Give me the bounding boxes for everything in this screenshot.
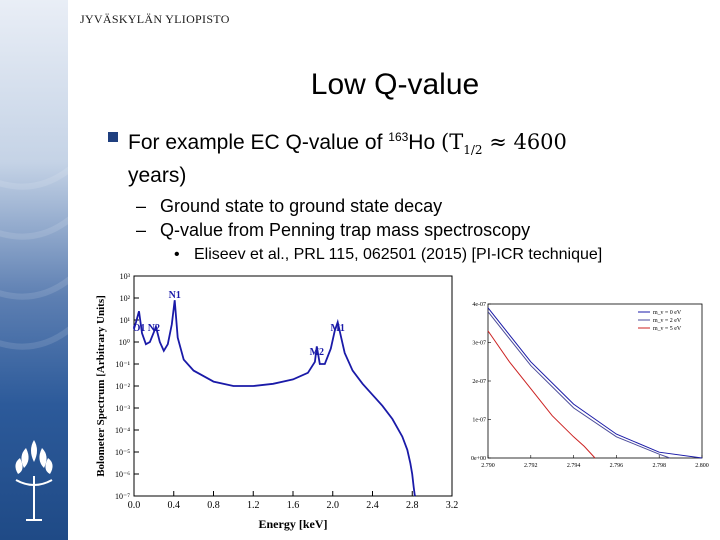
university-name: JYVÄSKYLÄN YLIOPISTO [80, 12, 230, 26]
x-tick-label: 0.0 [128, 500, 141, 511]
spectrum-curve [133, 300, 417, 497]
inset-x-tick-label: 2.798 [652, 463, 666, 469]
sub-sub-bullet-text: Eliseev et al., PRL 115, 062501 (2015) [… [194, 246, 603, 264]
y-axis-label: Bolometer Spectrum [Arbitrary Units] [95, 295, 107, 477]
legend-label: m_ν = 2 eV [653, 318, 682, 324]
bullet-main: For example EC Q-value of 163Ho (T1/2 ≈ … [108, 124, 708, 189]
inset-y-tick-label: 2e-07 [472, 379, 486, 385]
plot-frame [133, 275, 453, 497]
inset-frame [487, 303, 703, 459]
square-bullet-icon [108, 132, 118, 142]
x-tick-label: 2.8 [406, 500, 419, 511]
bullet-line2: years) [128, 164, 187, 188]
x-tick-label: 1.2 [247, 500, 260, 511]
formula-t: (T [441, 130, 464, 154]
x-tick-label: 2.0 [327, 500, 340, 511]
half-life-formula: (T1/2 ≈ 4600 [441, 130, 567, 158]
left-decorative-band [0, 0, 68, 540]
y-tick-label: 10¹ [120, 316, 131, 325]
peak-label: N1 [169, 290, 181, 301]
inset-y-tick-label: 3e-07 [472, 341, 486, 347]
dot-bullet-icon: • [174, 246, 180, 264]
sub-bullet-1: – Ground state to ground state decay [108, 195, 708, 217]
inset-chart: 2.790 2.792 2.794 2.796 2.798 2.800 0e+00 1e-0… [471, 302, 709, 469]
y-tick-label: 10⁻¹ [115, 360, 130, 369]
y-tick-label: 10⁻² [115, 382, 130, 391]
university-emblem [0, 166, 68, 521]
formula-value: ≈ 4600 [482, 130, 567, 154]
x-tick-label: 0.8 [207, 500, 220, 511]
sub-sub-bullet: • Eliseev et al., PRL 115, 062501 (2015)… [108, 245, 708, 265]
inset-series-line [487, 330, 596, 459]
y-tick-label: 10⁰ [119, 338, 130, 347]
inset-series-line [487, 311, 671, 459]
dash-bullet-icon: – [136, 220, 147, 241]
y-tick-label: 10³ [120, 272, 131, 281]
legend-label: m_ν = 0 eV [653, 310, 682, 316]
y-tick-label: 10⁻⁵ [115, 448, 130, 457]
x-axis-label: Energy [keV] [259, 517, 328, 531]
inset-x-tick-label: 2.796 [610, 463, 624, 469]
peak-label: M1 [330, 323, 344, 334]
sub-bullet-2: – Q-value from Penning trap mass spectro… [108, 219, 708, 241]
header-bar [68, 0, 720, 38]
slide-title: Low Q-value [310, 68, 480, 101]
y-tick-label: 10⁻⁶ [115, 470, 130, 479]
inset-x-tick-label: 2.790 [481, 463, 495, 469]
bullet-text: For example EC Q-value of [128, 131, 389, 154]
x-tick-label: 1.6 [287, 500, 300, 511]
isotope-symbol: Ho [408, 131, 436, 154]
inset-y-tick-label: 0e+00 [471, 456, 486, 462]
bullet-list: For example EC Q-value of 163Ho (T1/2 ≈ … [108, 124, 708, 265]
isotope-mass-number: 163 [388, 130, 409, 144]
x-tick-label: 0.4 [168, 500, 181, 511]
peak-label: N2 [148, 323, 160, 334]
sub-bullet-text: Q-value from Penning trap mass spectrosc… [160, 220, 531, 241]
y-tick-label: 10⁻³ [115, 404, 130, 413]
inset-y-tick-label: 4e-07 [472, 302, 486, 308]
legend-label: m_ν = 5 eV [653, 326, 682, 332]
y-tick-label: 10⁻⁴ [115, 426, 130, 435]
inset-y-tick-label: 1e-07 [472, 418, 486, 424]
peak-label: M2 [310, 347, 324, 358]
inset-x-tick-label: 2.800 [695, 463, 709, 469]
inset-series-line [487, 307, 703, 459]
dash-bullet-icon: – [136, 196, 147, 217]
x-tick-label: 2.4 [366, 500, 379, 511]
formula-subscript: 1/2 [463, 143, 483, 158]
y-tick-label: 10⁻⁷ [115, 492, 130, 501]
peak-label: O1 [133, 323, 146, 334]
y-tick-label: 10² [120, 294, 131, 303]
sub-bullet-text: Ground state to ground state decay [160, 196, 443, 217]
inset-x-tick-label: 2.792 [524, 463, 538, 469]
x-tick-label: 3.2 [446, 500, 459, 511]
spectrum-chart: 0.0 0.4 0.8 1.2 1.6 2.0 2.4 2.8 3.2 10⁻⁷ 10⁻⁶ 10⁻⁵… [95, 272, 459, 531]
inset-x-tick-label: 2.794 [567, 463, 581, 469]
